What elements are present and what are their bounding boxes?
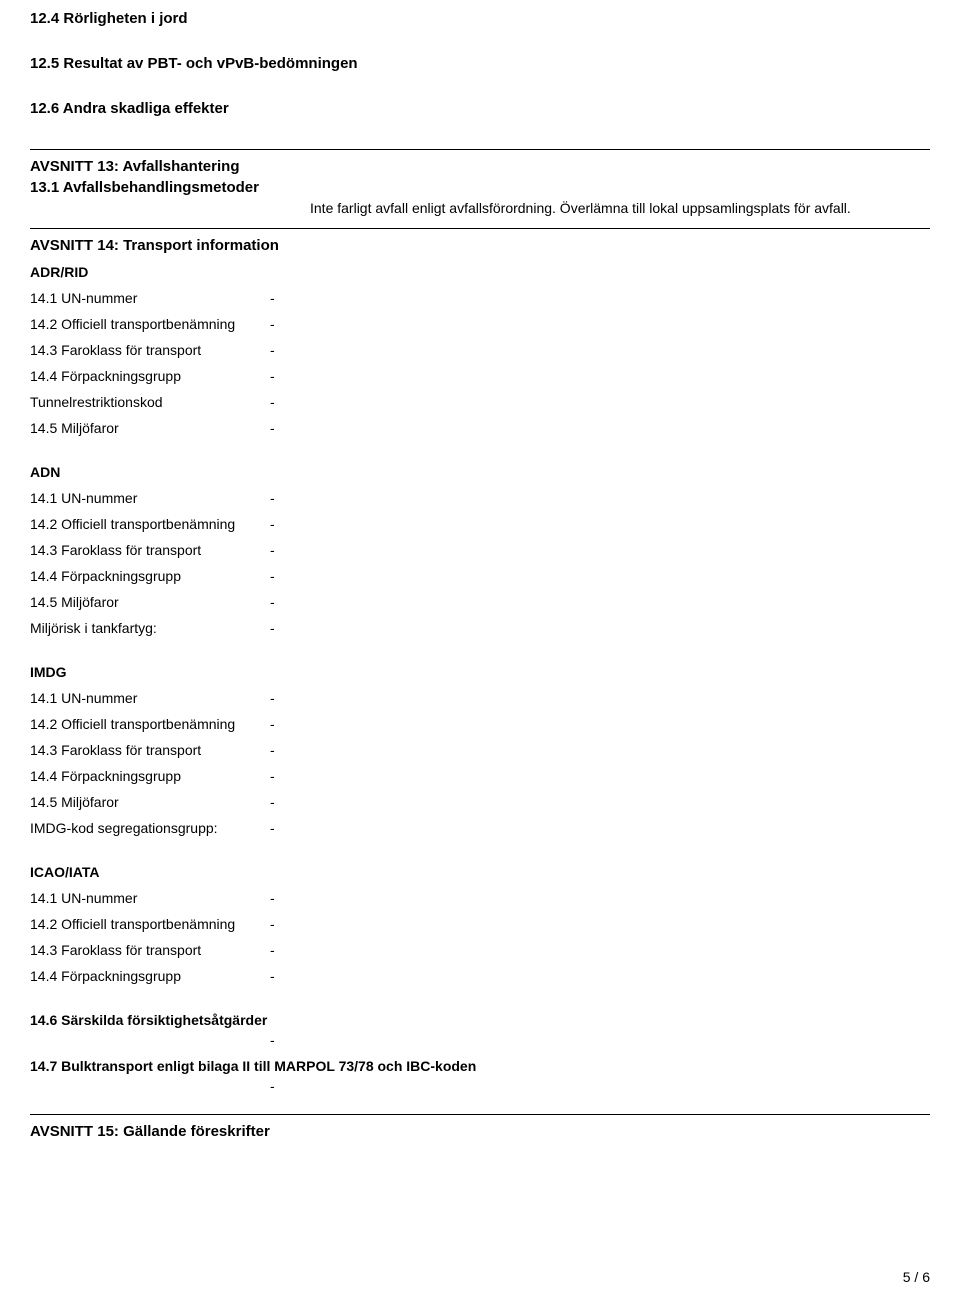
- row-icao-name: 14.2 Officiell transportbenämning -: [30, 916, 930, 932]
- group-icao: ICAO/IATA: [30, 864, 930, 880]
- label-name: 14.2 Officiell transportbenämning: [30, 516, 270, 532]
- heading-14-6: 14.6 Särskilda försiktighetsåtgärder: [30, 1012, 930, 1028]
- value-dash: -: [270, 490, 275, 506]
- row-adr-pack: 14.4 Förpackningsgrupp -: [30, 368, 930, 384]
- divider: [30, 228, 930, 229]
- row-adn-env: 14.5 Miljöfaror -: [30, 594, 930, 610]
- label-imdgseg: IMDG-kod segregationsgrupp:: [30, 820, 270, 836]
- label-env: 14.5 Miljöfaror: [30, 794, 270, 810]
- value-dash: -: [270, 1032, 930, 1048]
- row-adn-un: 14.1 UN-nummer -: [30, 490, 930, 506]
- row-adn-name: 14.2 Officiell transportbenämning -: [30, 516, 930, 532]
- label-un: 14.1 UN-nummer: [30, 290, 270, 306]
- value-dash: -: [270, 690, 275, 706]
- row-imdg-class: 14.3 Faroklass för transport -: [30, 742, 930, 758]
- heading-15: AVSNITT 15: Gällande föreskrifter: [30, 1123, 930, 1140]
- value-dash: -: [270, 916, 275, 932]
- label-env: 14.5 Miljöfaror: [30, 420, 270, 436]
- row-adn-class: 14.3 Faroklass för transport -: [30, 542, 930, 558]
- value-dash: -: [270, 394, 275, 410]
- label-name: 14.2 Officiell transportbenämning: [30, 916, 270, 932]
- heading-12-6: 12.6 Andra skadliga effekter: [30, 100, 930, 117]
- row-adr-name: 14.2 Officiell transportbenämning -: [30, 316, 930, 332]
- heading-13-1: 13.1 Avfallsbehandlingsmetoder: [30, 179, 930, 196]
- row-adr-class: 14.3 Faroklass för transport -: [30, 342, 930, 358]
- row-adr-un: 14.1 UN-nummer -: [30, 290, 930, 306]
- value-dash: -: [270, 620, 275, 636]
- value-dash: -: [270, 794, 275, 810]
- row-imdg-un: 14.1 UN-nummer -: [30, 690, 930, 706]
- group-imdg: IMDG: [30, 664, 930, 680]
- row-icao-un: 14.1 UN-nummer -: [30, 890, 930, 906]
- value-dash: -: [270, 420, 275, 436]
- value-dash: -: [270, 768, 275, 784]
- value-dash: -: [270, 290, 275, 306]
- label-un: 14.1 UN-nummer: [30, 690, 270, 706]
- label-class: 14.3 Faroklass för transport: [30, 942, 270, 958]
- label-pack: 14.4 Förpackningsgrupp: [30, 568, 270, 584]
- row-adr-tunnel: Tunnelrestriktionskod -: [30, 394, 930, 410]
- page-number: 5 / 6: [903, 1269, 930, 1285]
- value-dash: -: [270, 968, 275, 984]
- row-adn-tankrisk: Miljörisk i tankfartyg: -: [30, 620, 930, 636]
- label-class: 14.3 Faroklass för transport: [30, 542, 270, 558]
- label-class: 14.3 Faroklass för transport: [30, 742, 270, 758]
- row-imdg-pack: 14.4 Förpackningsgrupp -: [30, 768, 930, 784]
- divider: [30, 149, 930, 150]
- heading-14: AVSNITT 14: Transport information: [30, 237, 930, 254]
- label-pack: 14.4 Förpackningsgrupp: [30, 968, 270, 984]
- row-adr-env: 14.5 Miljöfaror -: [30, 420, 930, 436]
- value-dash: -: [270, 890, 275, 906]
- page: 12.4 Rörligheten i jord 12.5 Resultat av…: [0, 0, 960, 1297]
- label-tankrisk: Miljörisk i tankfartyg:: [30, 620, 270, 636]
- row-icao-pack: 14.4 Förpackningsgrupp -: [30, 968, 930, 984]
- label-name: 14.2 Officiell transportbenämning: [30, 316, 270, 332]
- label-class: 14.3 Faroklass för transport: [30, 342, 270, 358]
- heading-12-4: 12.4 Rörligheten i jord: [30, 10, 930, 27]
- spacer: [30, 200, 310, 216]
- row-icao-class: 14.3 Faroklass för transport -: [30, 942, 930, 958]
- value-dash: -: [270, 716, 275, 732]
- group-adn: ADN: [30, 464, 930, 480]
- value-dash: -: [270, 342, 275, 358]
- label-un: 14.1 UN-nummer: [30, 490, 270, 506]
- heading-13: AVSNITT 13: Avfallshantering: [30, 158, 930, 175]
- value-dash: -: [270, 942, 275, 958]
- value-dash: -: [270, 568, 275, 584]
- value-dash: -: [270, 594, 275, 610]
- label-env: 14.5 Miljöfaror: [30, 594, 270, 610]
- value-dash: -: [270, 516, 275, 532]
- section13-note-row: Inte farligt avfall enligt avfallsförord…: [30, 200, 930, 216]
- label-un: 14.1 UN-nummer: [30, 890, 270, 906]
- value-dash: -: [270, 820, 275, 836]
- value-dash: -: [270, 368, 275, 384]
- value-dash: -: [270, 1078, 930, 1094]
- value-dash: -: [270, 542, 275, 558]
- label-pack: 14.4 Förpackningsgrupp: [30, 368, 270, 384]
- row-imdg-env: 14.5 Miljöfaror -: [30, 794, 930, 810]
- value-dash: -: [270, 316, 275, 332]
- label-tunnel: Tunnelrestriktionskod: [30, 394, 270, 410]
- label-name: 14.2 Officiell transportbenämning: [30, 716, 270, 732]
- row-imdg-seg: IMDG-kod segregationsgrupp: -: [30, 820, 930, 836]
- group-adr: ADR/RID: [30, 264, 930, 280]
- label-pack: 14.4 Förpackningsgrupp: [30, 768, 270, 784]
- value-dash: -: [270, 742, 275, 758]
- divider: [30, 1114, 930, 1115]
- heading-14-7: 14.7 Bulktransport enligt bilaga II till…: [30, 1058, 930, 1074]
- row-adn-pack: 14.4 Förpackningsgrupp -: [30, 568, 930, 584]
- section13-note: Inte farligt avfall enligt avfallsförord…: [310, 200, 851, 216]
- heading-12-5: 12.5 Resultat av PBT- och vPvB-bedömning…: [30, 55, 930, 72]
- row-imdg-name: 14.2 Officiell transportbenämning -: [30, 716, 930, 732]
